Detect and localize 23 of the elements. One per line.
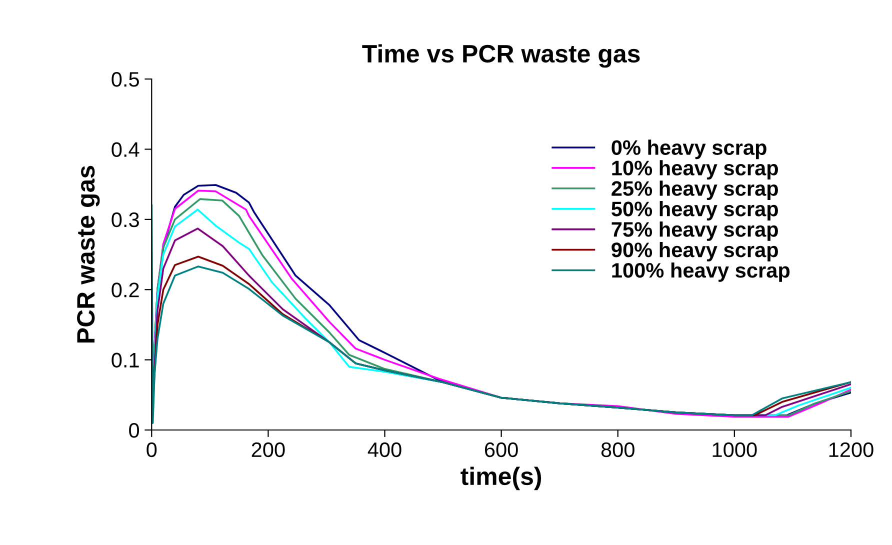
y-tick-label: 0.2 xyxy=(112,282,139,298)
legend-label: 25% heavy scrap xyxy=(612,180,778,200)
chart-title: Time vs PCR waste gas xyxy=(362,44,640,68)
y-axis-title: PCR waste gas xyxy=(77,166,100,342)
legend-label: 100% heavy scrap xyxy=(612,262,790,282)
legend-label: 10% heavy scrap xyxy=(612,160,778,180)
legend-label: 0% heavy scrap xyxy=(612,140,766,160)
legend-label: 90% heavy scrap xyxy=(612,242,778,262)
x-tick-label: 400 xyxy=(368,442,402,458)
legend-label: 50% heavy scrap xyxy=(612,201,778,220)
y-tick-label: 0 xyxy=(129,423,140,438)
x-tick-label: 200 xyxy=(252,442,285,458)
x-tick-label: 800 xyxy=(601,442,634,458)
y-tick-label: 0.5 xyxy=(112,72,139,87)
x-axis-title: time(s) xyxy=(460,466,542,490)
x-tick-label: 600 xyxy=(484,442,518,458)
x-tick-label: 1000 xyxy=(712,442,757,458)
y-tick-label: 0.4 xyxy=(112,142,140,157)
y-tick-label: 0.1 xyxy=(112,352,139,368)
legend-label: 75% heavy scrap xyxy=(612,222,778,241)
x-tick-label: 1200 xyxy=(829,442,874,458)
y-tick-label: 0.3 xyxy=(112,212,139,228)
x-tick-label: 0 xyxy=(146,442,157,458)
